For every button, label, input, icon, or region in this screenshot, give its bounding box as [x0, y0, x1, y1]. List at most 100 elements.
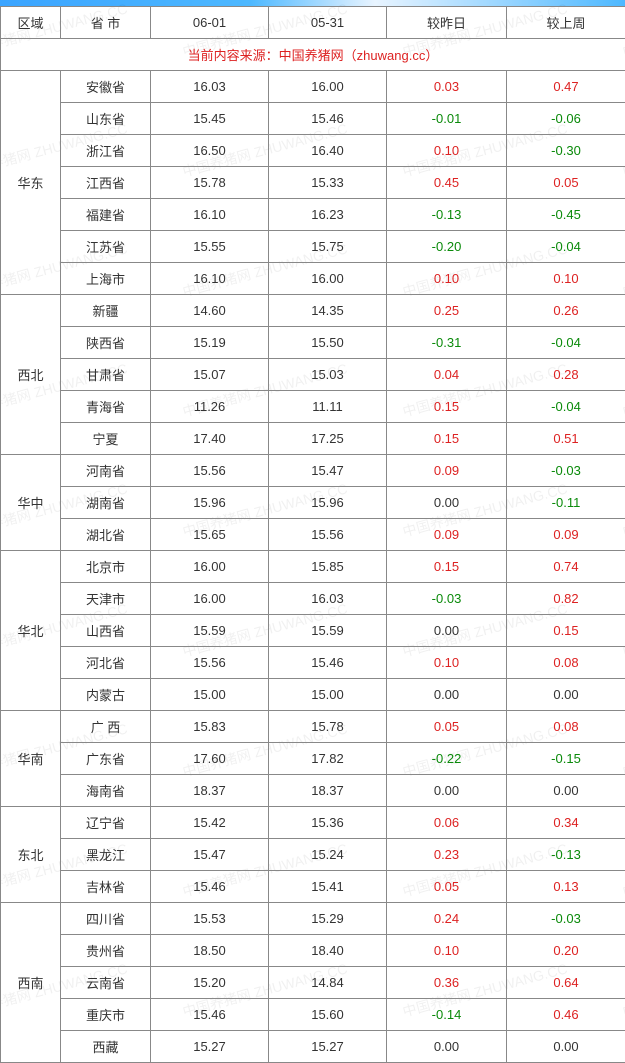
- province-cell: 内蒙古: [61, 679, 151, 711]
- region-cell: 东北: [1, 807, 61, 903]
- table-row: 江西省15.7815.330.450.05: [1, 167, 625, 199]
- diff-day: -0.01: [387, 103, 507, 135]
- province-cell: 陕西省: [61, 327, 151, 359]
- table-row: 重庆市15.4615.60-0.140.46: [1, 999, 625, 1031]
- table-row: 河北省15.5615.460.100.08: [1, 647, 625, 679]
- province-cell: 青海省: [61, 391, 151, 423]
- province-cell: 湖北省: [61, 519, 151, 551]
- value-date1: 16.10: [151, 263, 269, 295]
- table-row: 天津市16.0016.03-0.030.82: [1, 583, 625, 615]
- province-cell: 河北省: [61, 647, 151, 679]
- value-date2: 15.27: [269, 1031, 387, 1063]
- value-date2: 15.41: [269, 871, 387, 903]
- table-header: 区域 省 市 06-01 05-31 较昨日 较上周: [1, 7, 625, 39]
- diff-week: 0.00: [507, 775, 625, 807]
- diff-week: -0.04: [507, 391, 625, 423]
- diff-week: 0.05: [507, 167, 625, 199]
- value-date1: 14.60: [151, 295, 269, 327]
- province-cell: 黑龙江: [61, 839, 151, 871]
- table-row: 宁夏17.4017.250.150.51: [1, 423, 625, 455]
- col-diff-day: 较昨日: [387, 7, 507, 39]
- value-date1: 15.53: [151, 903, 269, 935]
- table-row: 湖南省15.9615.960.00-0.11: [1, 487, 625, 519]
- table-row: 吉林省15.4615.410.050.13: [1, 871, 625, 903]
- region-cell: 华南: [1, 711, 61, 807]
- value-date2: 17.25: [269, 423, 387, 455]
- province-cell: 北京市: [61, 551, 151, 583]
- diff-day: 0.10: [387, 935, 507, 967]
- value-date2: 15.29: [269, 903, 387, 935]
- table-row: 内蒙古15.0015.000.000.00: [1, 679, 625, 711]
- table-row: 湖北省15.6515.560.090.09: [1, 519, 625, 551]
- province-cell: 海南省: [61, 775, 151, 807]
- value-date2: 16.03: [269, 583, 387, 615]
- price-table: 区域 省 市 06-01 05-31 较昨日 较上周 当前内容来源：中国养猪网（…: [0, 6, 625, 1063]
- diff-day: 0.09: [387, 455, 507, 487]
- value-date2: 16.00: [269, 71, 387, 103]
- value-date2: 15.96: [269, 487, 387, 519]
- province-cell: 江苏省: [61, 231, 151, 263]
- diff-day: 0.10: [387, 263, 507, 295]
- diff-day: 0.15: [387, 551, 507, 583]
- value-date1: 16.03: [151, 71, 269, 103]
- diff-week: -0.13: [507, 839, 625, 871]
- diff-week: 0.09: [507, 519, 625, 551]
- value-date2: 14.84: [269, 967, 387, 999]
- province-cell: 天津市: [61, 583, 151, 615]
- diff-week: 0.10: [507, 263, 625, 295]
- province-cell: 安徽省: [61, 71, 151, 103]
- value-date2: 15.60: [269, 999, 387, 1031]
- value-date2: 18.37: [269, 775, 387, 807]
- value-date1: 16.10: [151, 199, 269, 231]
- table-row: 青海省11.2611.110.15-0.04: [1, 391, 625, 423]
- diff-day: 0.05: [387, 711, 507, 743]
- diff-day: 0.04: [387, 359, 507, 391]
- value-date1: 15.42: [151, 807, 269, 839]
- table-row: 华东安徽省16.0316.000.030.47: [1, 71, 625, 103]
- diff-day: 0.09: [387, 519, 507, 551]
- diff-day: 0.15: [387, 391, 507, 423]
- value-date1: 18.50: [151, 935, 269, 967]
- province-cell: 湖南省: [61, 487, 151, 519]
- province-cell: 河南省: [61, 455, 151, 487]
- value-date2: 17.82: [269, 743, 387, 775]
- diff-week: 0.74: [507, 551, 625, 583]
- province-cell: 江西省: [61, 167, 151, 199]
- value-date1: 15.07: [151, 359, 269, 391]
- province-cell: 新疆: [61, 295, 151, 327]
- diff-day: 0.06: [387, 807, 507, 839]
- diff-week: -0.11: [507, 487, 625, 519]
- province-cell: 西藏: [61, 1031, 151, 1063]
- value-date1: 17.40: [151, 423, 269, 455]
- diff-day: -0.03: [387, 583, 507, 615]
- value-date2: 15.46: [269, 103, 387, 135]
- table-row: 山东省15.4515.46-0.01-0.06: [1, 103, 625, 135]
- region-cell: 华北: [1, 551, 61, 711]
- table-row: 甘肃省15.0715.030.040.28: [1, 359, 625, 391]
- diff-week: -0.03: [507, 903, 625, 935]
- region-cell: 华中: [1, 455, 61, 551]
- value-date2: 15.03: [269, 359, 387, 391]
- diff-day: 0.00: [387, 487, 507, 519]
- table-row: 华南广 西15.8315.780.050.08: [1, 711, 625, 743]
- value-date1: 15.56: [151, 647, 269, 679]
- diff-day: 0.03: [387, 71, 507, 103]
- value-date2: 15.56: [269, 519, 387, 551]
- diff-week: 0.13: [507, 871, 625, 903]
- diff-week: 0.51: [507, 423, 625, 455]
- province-cell: 福建省: [61, 199, 151, 231]
- value-date1: 16.00: [151, 583, 269, 615]
- source-row: 当前内容来源：中国养猪网（zhuwang.cc）: [1, 39, 625, 71]
- source-text: 当前内容来源：中国养猪网（zhuwang.cc）: [1, 39, 625, 71]
- table-row: 福建省16.1016.23-0.13-0.45: [1, 199, 625, 231]
- diff-day: 0.10: [387, 647, 507, 679]
- table-wrapper: 中国养猪网 ZHUWANG.CC中国养猪网 ZHUWANG.CC中国养猪网 ZH…: [0, 0, 625, 1063]
- table-row: 上海市16.1016.000.100.10: [1, 263, 625, 295]
- col-date1: 06-01: [151, 7, 269, 39]
- value-date2: 14.35: [269, 295, 387, 327]
- diff-day: 0.15: [387, 423, 507, 455]
- region-cell: 西北: [1, 295, 61, 455]
- value-date1: 15.47: [151, 839, 269, 871]
- diff-week: 0.08: [507, 711, 625, 743]
- table-row: 西南四川省15.5315.290.24-0.03: [1, 903, 625, 935]
